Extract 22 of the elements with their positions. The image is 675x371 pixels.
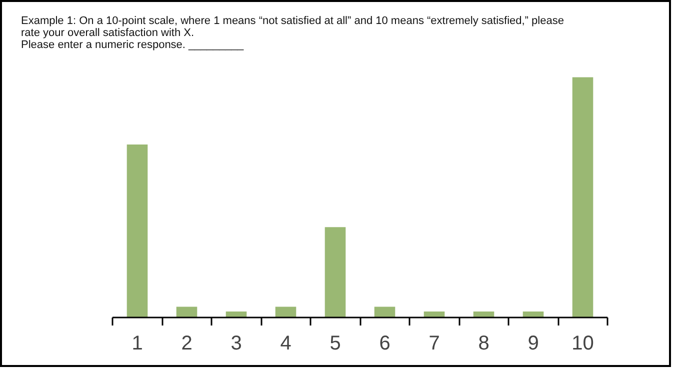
x-tick-label: 6 (379, 332, 390, 354)
bar (275, 306, 296, 318)
x-tick-label: 1 (132, 332, 143, 354)
x-tick-label: 3 (230, 332, 242, 354)
x-tick-label: 8 (478, 332, 490, 354)
x-tick-label: 4 (280, 332, 292, 354)
x-tick-label: 10 (572, 332, 594, 354)
bar (424, 311, 445, 318)
bar (473, 311, 494, 318)
x-tick-label: 9 (528, 332, 539, 354)
x-tick-label: 7 (428, 332, 440, 354)
x-tick-label: 2 (181, 332, 192, 354)
bar (324, 227, 346, 318)
bar (226, 311, 247, 318)
chart-subtitle: Please enter a numeric response. _________ (21, 39, 245, 51)
bar (374, 306, 396, 318)
bar (522, 311, 544, 318)
chart-title: Example 1: On a 10-point scale, where 1 means “not satisfied at all” and 10 means “extremely satisfied,” please rate your overall satisfaction with X. (21, 15, 565, 39)
x-tick-label: 5 (330, 332, 341, 354)
bar (176, 306, 198, 318)
bar (126, 144, 148, 318)
bar (572, 77, 594, 318)
